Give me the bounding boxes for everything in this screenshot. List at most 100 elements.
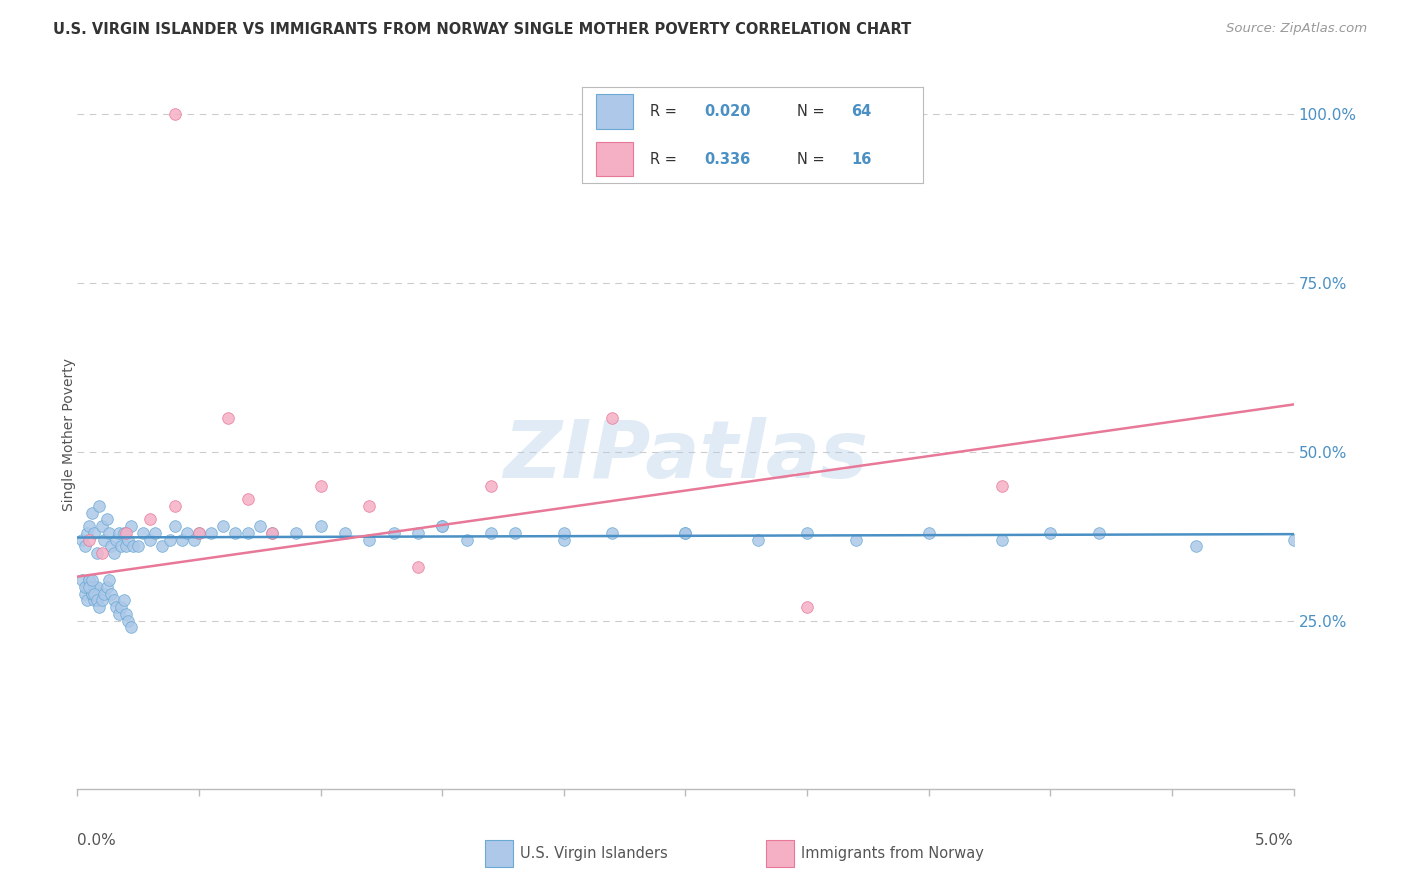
Point xyxy=(73,539,96,553)
Point xyxy=(97,573,120,587)
Point xyxy=(107,607,129,621)
Point xyxy=(80,586,103,600)
Point xyxy=(796,525,818,540)
Point xyxy=(139,533,162,547)
Point xyxy=(76,580,98,594)
Point xyxy=(112,593,135,607)
Point xyxy=(73,580,96,594)
Point xyxy=(236,491,259,506)
Point xyxy=(333,525,356,540)
Point xyxy=(990,478,1012,492)
Point xyxy=(553,533,575,547)
Point xyxy=(115,525,138,540)
Y-axis label: Single Mother Poverty: Single Mother Poverty xyxy=(62,359,76,511)
Point xyxy=(602,525,624,540)
Point xyxy=(675,525,697,540)
Point xyxy=(1039,525,1062,540)
Point xyxy=(83,525,105,540)
Point xyxy=(103,593,125,607)
Point xyxy=(103,546,125,560)
Point xyxy=(163,107,186,121)
Point xyxy=(73,586,96,600)
Point xyxy=(96,512,118,526)
Point xyxy=(86,546,108,560)
Text: 5.0%: 5.0% xyxy=(1254,833,1294,848)
Text: U.S. Virgin Islanders: U.S. Virgin Islanders xyxy=(520,847,668,861)
Point xyxy=(117,533,139,547)
Point xyxy=(80,586,103,600)
Point xyxy=(90,546,112,560)
Point xyxy=(83,593,105,607)
Point xyxy=(200,525,222,540)
Point xyxy=(80,506,103,520)
Point xyxy=(110,600,132,615)
Point xyxy=(80,573,103,587)
Text: 0.0%: 0.0% xyxy=(77,833,117,848)
Point xyxy=(79,533,101,547)
Point xyxy=(79,519,101,533)
Point xyxy=(260,525,283,540)
Point xyxy=(93,586,115,600)
Point xyxy=(143,525,166,540)
Point xyxy=(120,620,142,634)
Point xyxy=(359,499,381,513)
Point xyxy=(152,539,174,553)
Point xyxy=(260,525,283,540)
Point xyxy=(224,525,246,540)
Point xyxy=(845,533,868,547)
Point xyxy=(79,580,101,594)
Point xyxy=(122,539,145,553)
Point xyxy=(89,600,111,615)
Point xyxy=(163,499,186,513)
Point xyxy=(183,533,205,547)
Text: ZIPatlas: ZIPatlas xyxy=(503,417,868,495)
Point xyxy=(553,525,575,540)
Point xyxy=(456,533,478,547)
Point xyxy=(127,539,149,553)
Point xyxy=(70,573,93,587)
Point xyxy=(382,525,405,540)
Point xyxy=(83,580,105,594)
Point xyxy=(479,525,502,540)
Point xyxy=(110,539,132,553)
Point xyxy=(86,580,108,594)
Point xyxy=(796,600,818,615)
Point xyxy=(105,533,128,547)
Point xyxy=(747,533,769,547)
Point xyxy=(139,512,162,526)
Point xyxy=(217,411,239,425)
Point xyxy=(1282,533,1305,547)
Point xyxy=(107,525,129,540)
Point xyxy=(432,519,454,533)
Point xyxy=(1185,539,1208,553)
Point xyxy=(249,519,271,533)
Point xyxy=(93,533,115,547)
Point xyxy=(432,519,454,533)
Text: U.S. VIRGIN ISLANDER VS IMMIGRANTS FROM NORWAY SINGLE MOTHER POVERTY CORRELATION: U.S. VIRGIN ISLANDER VS IMMIGRANTS FROM … xyxy=(53,22,911,37)
Point xyxy=(76,593,98,607)
Point xyxy=(90,519,112,533)
Point xyxy=(406,525,429,540)
Point xyxy=(132,525,155,540)
Point xyxy=(918,525,941,540)
Point xyxy=(86,593,108,607)
Point xyxy=(97,525,120,540)
Point xyxy=(285,525,308,540)
Point xyxy=(170,533,193,547)
Point xyxy=(479,478,502,492)
Point xyxy=(675,525,697,540)
Point xyxy=(406,559,429,574)
Point xyxy=(89,586,111,600)
Text: Immigrants from Norway: Immigrants from Norway xyxy=(801,847,984,861)
Point xyxy=(90,593,112,607)
Point xyxy=(602,411,624,425)
Point xyxy=(359,533,381,547)
Point xyxy=(89,499,111,513)
Point xyxy=(188,525,211,540)
Point xyxy=(309,519,332,533)
Text: Source: ZipAtlas.com: Source: ZipAtlas.com xyxy=(1226,22,1367,36)
Point xyxy=(100,586,122,600)
Point xyxy=(176,525,198,540)
Point xyxy=(503,525,526,540)
Point xyxy=(96,580,118,594)
